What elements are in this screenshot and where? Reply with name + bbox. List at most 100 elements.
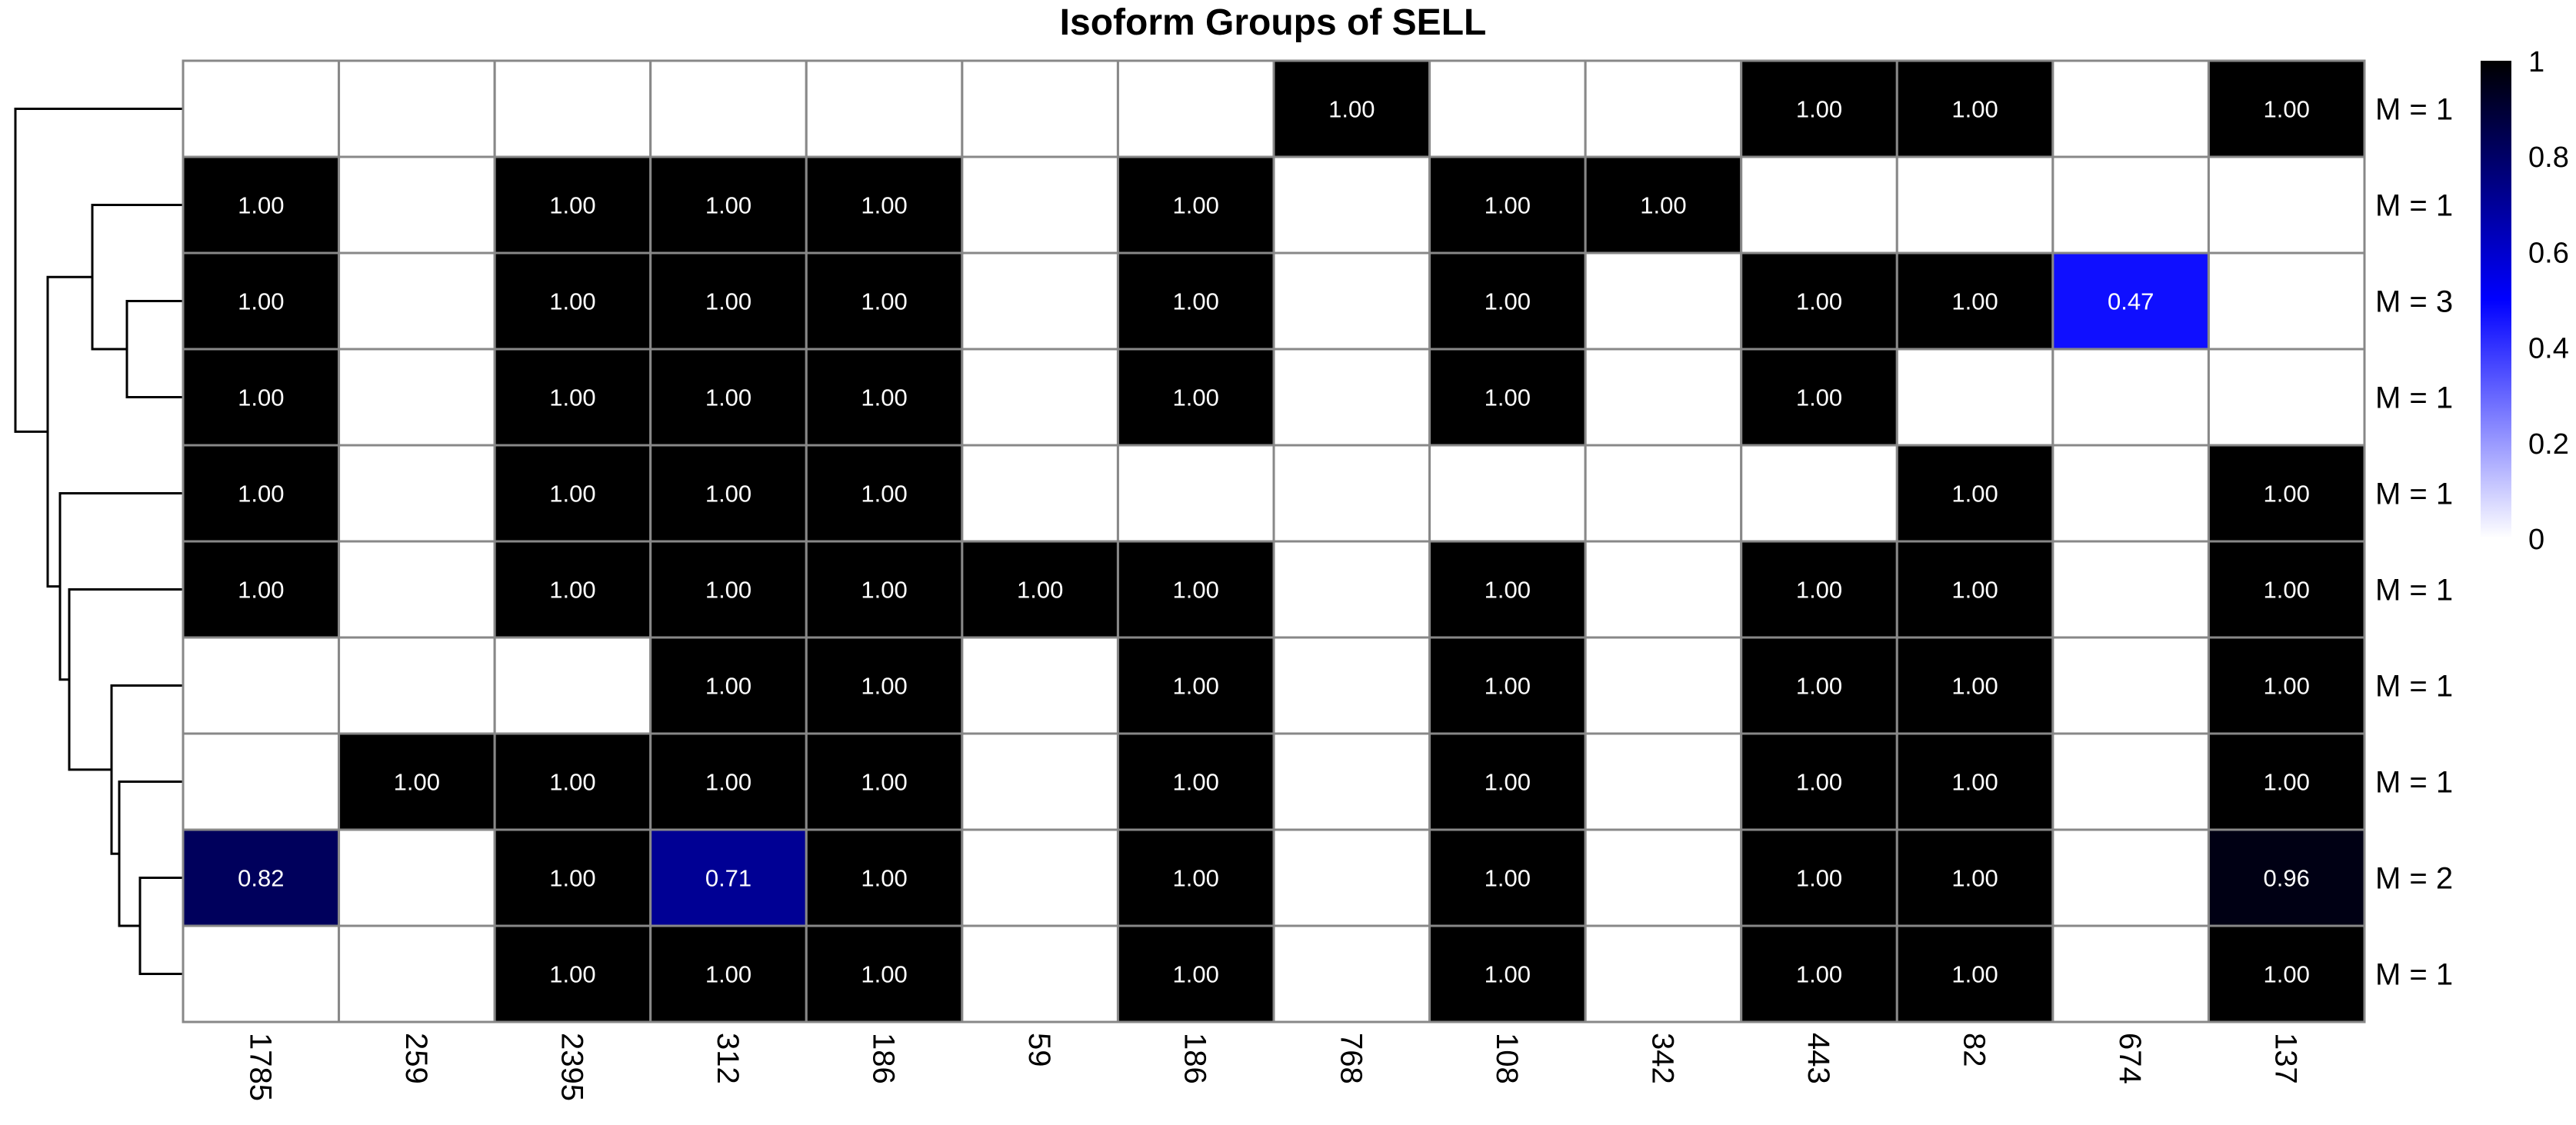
heatmap-cell bbox=[1272, 59, 1431, 158]
row-label: M = 1 bbox=[2375, 958, 2453, 992]
heatmap-cell bbox=[1116, 636, 1275, 735]
heatmap-cell bbox=[1740, 59, 1898, 158]
heatmap-cell bbox=[1740, 348, 1898, 447]
heatmap-cell bbox=[649, 251, 808, 351]
heatmap-cell bbox=[961, 732, 1119, 831]
column-label: 59 bbox=[1022, 1033, 1056, 1067]
heatmap-cell bbox=[338, 540, 496, 639]
cell-value-label: 1.00 bbox=[705, 961, 751, 988]
heatmap-cell bbox=[1428, 924, 1587, 1023]
cell-value-label: 1.00 bbox=[1951, 96, 1998, 123]
heatmap-cell bbox=[1272, 348, 1431, 447]
cell-value-label: 1.00 bbox=[1173, 577, 1219, 604]
heatmap-cell bbox=[805, 155, 964, 255]
dendrogram-branch bbox=[14, 108, 183, 433]
heatmap-cell bbox=[1740, 251, 1898, 351]
heatmap-cell bbox=[961, 59, 1119, 158]
cell-value-label: 1.00 bbox=[1796, 769, 1842, 796]
cell-value-label: 1.00 bbox=[1951, 865, 1998, 892]
heatmap-cell bbox=[2051, 828, 2210, 927]
heatmap-cell bbox=[2051, 540, 2210, 639]
cell-value-label: 1.00 bbox=[2264, 577, 2310, 604]
column-label: 342 bbox=[1645, 1033, 1679, 1084]
heatmap-cell bbox=[961, 828, 1119, 927]
heatmap-cell bbox=[1895, 828, 2054, 927]
heatmap-cell bbox=[1116, 348, 1275, 447]
cell-value-label: 1.00 bbox=[238, 481, 284, 508]
heatmap-cell bbox=[1895, 59, 2054, 158]
cell-value-label: 1.00 bbox=[705, 769, 751, 796]
cell-value-label: 1.00 bbox=[2264, 481, 2310, 508]
legend-tick-label: 0.4 bbox=[2528, 333, 2569, 365]
cell-value-label: 1.00 bbox=[861, 192, 907, 219]
heatmap-cell bbox=[338, 348, 496, 447]
cell-value-label: 1.00 bbox=[1796, 96, 1842, 123]
heatmap-cell bbox=[2051, 59, 2210, 158]
heatmap-cell bbox=[961, 348, 1119, 447]
cell-value-label: 1.00 bbox=[861, 673, 907, 700]
heatmap-cell bbox=[961, 251, 1119, 351]
cell-value-label: 1.00 bbox=[1640, 192, 1686, 219]
heatmap-cell bbox=[1584, 828, 1743, 927]
heatmap-cell bbox=[1895, 540, 2054, 639]
heatmap-cell bbox=[2207, 251, 2366, 351]
heatmap-cell bbox=[1428, 444, 1587, 543]
heatmap-cell bbox=[182, 732, 341, 831]
cell-value-label: 1.00 bbox=[238, 577, 284, 604]
heatmap-cell bbox=[338, 59, 496, 158]
cell-value-label: 1.00 bbox=[549, 961, 595, 988]
heatmap-cell bbox=[182, 348, 341, 447]
cell-value-label: 1.00 bbox=[705, 481, 751, 508]
heatmap-cell bbox=[961, 444, 1119, 543]
cell-value-label: 1.00 bbox=[1485, 192, 1531, 219]
heatmap-cell bbox=[1428, 732, 1587, 831]
cell-value-label: 1.00 bbox=[1173, 288, 1219, 315]
heatmap-cell bbox=[1272, 828, 1431, 927]
heatmap-cell bbox=[1116, 828, 1275, 927]
heatmap-cell bbox=[1740, 636, 1898, 735]
cell-value-label: 1.00 bbox=[549, 192, 595, 219]
heatmap-cell bbox=[2207, 732, 2366, 831]
heatmap-cell bbox=[2051, 251, 2210, 351]
heatmap-cell bbox=[1740, 444, 1898, 543]
cell-value-label: 1.00 bbox=[705, 288, 751, 315]
heatmap-cell bbox=[493, 636, 652, 735]
row-label: M = 1 bbox=[2375, 574, 2453, 607]
heatmap-cell bbox=[1272, 732, 1431, 831]
heatmap-cell bbox=[493, 155, 652, 255]
column-label: 108 bbox=[1490, 1033, 1524, 1084]
cell-value-label: 1.00 bbox=[861, 384, 907, 411]
cell-value-label: 1.00 bbox=[705, 577, 751, 604]
cell-value-label: 1.00 bbox=[861, 769, 907, 796]
column-label: 186 bbox=[867, 1033, 901, 1084]
cell-value-label: 1.00 bbox=[1951, 673, 1998, 700]
heatmap-cell bbox=[805, 444, 964, 543]
row-label: M = 3 bbox=[2375, 285, 2453, 319]
heatmap-cell bbox=[2207, 444, 2366, 543]
cell-value-label: 1.00 bbox=[861, 481, 907, 508]
heatmap-cell bbox=[649, 540, 808, 639]
cell-value-label: 1.00 bbox=[1485, 961, 1531, 988]
dendrogram-branch bbox=[91, 204, 183, 351]
row-labels: M = 1 M = 1 M = 3 M = 1 M = 1 M = 1 M = 1 M = 1… bbox=[2375, 93, 2453, 992]
heatmap-cell bbox=[2207, 828, 2366, 927]
cell-value-label: 1.00 bbox=[861, 961, 907, 988]
legend-color-bar bbox=[2481, 61, 2511, 538]
dendrogram-branch bbox=[118, 781, 183, 927]
cell-value-label: 1.00 bbox=[705, 673, 751, 700]
heatmap-cell bbox=[805, 540, 964, 639]
heatmap-cell bbox=[182, 636, 341, 735]
cell-value-label: 1.00 bbox=[1485, 865, 1531, 892]
cell-value-label: 1.00 bbox=[238, 288, 284, 315]
cell-value-label: 1.00 bbox=[2264, 769, 2310, 796]
cell-value-label: 1.00 bbox=[1173, 192, 1219, 219]
cell-value-label: 1.00 bbox=[1951, 288, 1998, 315]
cell-value-label: 1.00 bbox=[2264, 673, 2310, 700]
heatmap-cell bbox=[2051, 348, 2210, 447]
heatmap-cell bbox=[2051, 444, 2210, 543]
legend-tick-label: 0.6 bbox=[2528, 237, 2569, 269]
legend-tick-label: 0 bbox=[2528, 524, 2544, 556]
heatmap-cell bbox=[338, 444, 496, 543]
heatmap-cell bbox=[649, 924, 808, 1023]
